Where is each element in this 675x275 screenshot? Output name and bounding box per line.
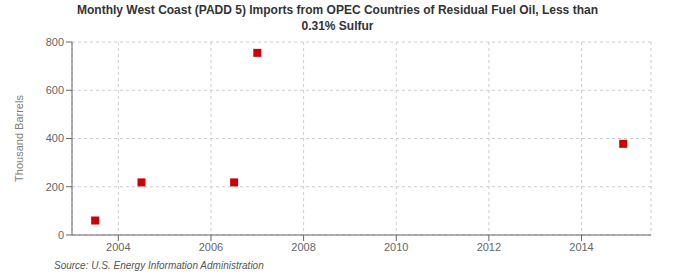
svg-text:Thousand Barrels: Thousand Barrels <box>13 95 25 182</box>
svg-text:2012: 2012 <box>477 241 501 253</box>
html-text:Source: U.S. Energy Informatio: Source: U.S. Energy Information Administ… <box>54 260 264 271</box>
svg-text:2006: 2006 <box>199 241 223 253</box>
svg-text:600: 600 <box>46 84 64 96</box>
svg-text:800: 800 <box>46 36 64 48</box>
svg-text:2008: 2008 <box>291 241 315 253</box>
svg-text:2014: 2014 <box>569 241 593 253</box>
svg-text:0: 0 <box>58 229 64 241</box>
svg-text:2004: 2004 <box>106 241 130 253</box>
html-text:Monthly West Coast (PADD 5) Im: Monthly West Coast (PADD 5) Imports from… <box>77 3 598 17</box>
svg-text:200: 200 <box>46 181 64 193</box>
html-text:0.31% Sulfur: 0.31% Sulfur <box>301 19 374 33</box>
svg-text:400: 400 <box>46 132 64 144</box>
svg-text:2010: 2010 <box>384 241 408 253</box>
